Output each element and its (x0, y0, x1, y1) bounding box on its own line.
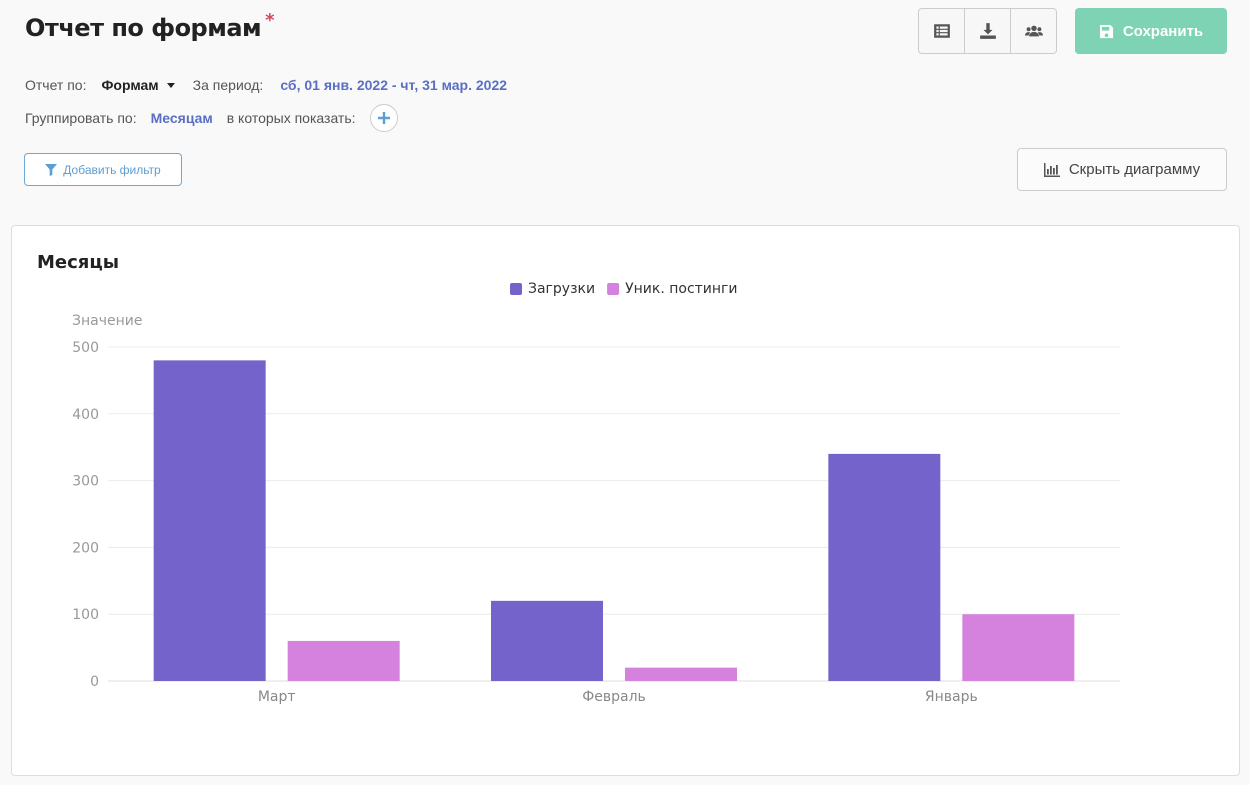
hide-chart-button[interactable]: Скрыть диаграмму (1017, 148, 1227, 191)
report-by-dropdown[interactable]: Формам (101, 77, 175, 93)
bar (828, 453, 941, 681)
y-tick-label: 400 (72, 407, 99, 423)
grouping-row: Группировать по: Месяцам в которых показ… (25, 104, 398, 132)
list-icon (933, 24, 950, 38)
legend-swatch (510, 283, 522, 295)
chart-title: Месяцы (37, 252, 119, 273)
share-users-button[interactable] (1010, 8, 1057, 54)
page-title-text: Отчет по формам (25, 14, 262, 42)
period-label: За период: (192, 77, 264, 93)
users-icon (1024, 25, 1043, 37)
unsaved-marker: * (265, 10, 275, 31)
save-button-label: Сохранить (1122, 22, 1204, 40)
group-by-picker[interactable]: Месяцам (150, 110, 213, 126)
add-filter-button[interactable]: Добавить фильтр (24, 153, 182, 186)
floppy-disk-icon (1099, 24, 1113, 38)
bar (491, 600, 603, 681)
show-in-label: в которых показать: (226, 110, 356, 126)
list-view-button[interactable] (918, 8, 965, 54)
page-title: Отчет по формам * (25, 10, 275, 42)
y-tick-label: 200 (72, 540, 99, 556)
plus-icon (377, 112, 390, 124)
report-settings-row: Отчет по: Формам За период: сб, 01 янв. … (25, 75, 507, 95)
y-tick-label: 300 (72, 474, 99, 490)
legend-label: Загрузки (528, 281, 595, 297)
x-tick-label: Март (258, 689, 296, 705)
x-tick-label: Январь (925, 689, 978, 705)
y-tick-label: 500 (72, 340, 99, 356)
y-tick-label: 100 (72, 607, 99, 623)
toolbar (918, 8, 1057, 54)
y-tick-label: 0 (90, 674, 99, 690)
bar (287, 640, 400, 681)
report-by-value: Формам (101, 77, 159, 93)
bar-chart-icon (1043, 162, 1060, 177)
y-axis-label: Значение (72, 313, 142, 329)
legend-swatch (607, 283, 620, 295)
report-by-label: Отчет по: (25, 77, 87, 93)
bar (153, 360, 266, 681)
period-picker[interactable]: сб, 01 янв. 2022 - чт, 31 мар. 2022 (280, 77, 508, 93)
filter-icon (45, 163, 58, 176)
bar (962, 614, 1075, 681)
group-by-label: Группировать по: (25, 110, 137, 126)
hide-chart-label: Скрыть диаграмму (1068, 161, 1201, 178)
download-icon (979, 23, 996, 39)
add-filter-label: Добавить фильтр (63, 162, 161, 177)
save-button[interactable]: Сохранить (1075, 8, 1227, 54)
legend-label: Уник. постинги (625, 281, 737, 297)
bar (625, 667, 737, 681)
caret-down-icon (166, 82, 175, 88)
add-breakdown-button[interactable] (369, 104, 398, 132)
x-tick-label: Февраль (582, 689, 646, 705)
